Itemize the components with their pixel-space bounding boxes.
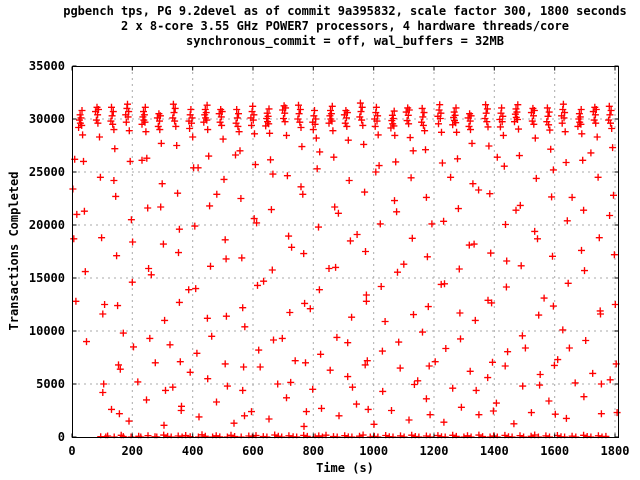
x-tick-label: 1600 bbox=[540, 444, 570, 458]
plot-border bbox=[72, 66, 619, 438]
x-tick-label: 800 bbox=[302, 444, 325, 458]
chart-title-line-2: 2 x 8-core 3.55 GHz POWER7 processors, 4… bbox=[121, 19, 569, 33]
x-axis-label: Time (s) bbox=[316, 461, 374, 475]
x-tick-label: 1800 bbox=[600, 444, 630, 458]
chart-title-line-3: synchronous_commit = off, wal_buffers = … bbox=[186, 34, 504, 48]
chart-title-line-1: pgbench tps, PG 9.2devel as of commit 9a… bbox=[63, 4, 627, 18]
x-tick-label: 600 bbox=[242, 444, 264, 458]
y-tick-label: 30000 bbox=[28, 112, 65, 126]
y-tick-label: 15000 bbox=[28, 271, 65, 285]
y-tick-label: 5000 bbox=[36, 377, 65, 391]
y-tick-label: 35000 bbox=[28, 59, 65, 73]
x-tick-label: 200 bbox=[121, 444, 144, 458]
x-tick-label: 400 bbox=[181, 444, 204, 458]
x-tick-label: 1400 bbox=[479, 444, 509, 458]
x-tick-label: 1200 bbox=[419, 444, 449, 458]
y-tick-label: 10000 bbox=[28, 324, 65, 338]
data-points bbox=[69, 99, 621, 439]
y-tick-label: 20000 bbox=[28, 218, 65, 232]
y-tick-label: 0 bbox=[57, 430, 65, 444]
x-tick-label: 1000 bbox=[359, 444, 389, 458]
x-tick-label: 0 bbox=[68, 444, 76, 458]
y-tick-label: 25000 bbox=[28, 165, 65, 179]
tick-marks bbox=[71, 65, 619, 438]
